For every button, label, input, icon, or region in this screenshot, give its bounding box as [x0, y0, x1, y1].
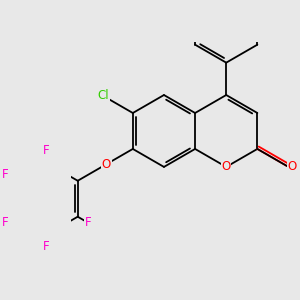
Text: F: F	[43, 240, 50, 253]
Text: O: O	[222, 160, 231, 173]
Text: O: O	[102, 158, 111, 171]
Text: F: F	[43, 144, 50, 158]
Text: F: F	[2, 168, 8, 181]
Text: F: F	[85, 216, 91, 229]
Text: Cl: Cl	[98, 88, 109, 102]
Text: F: F	[2, 216, 8, 229]
Text: O: O	[287, 160, 297, 172]
